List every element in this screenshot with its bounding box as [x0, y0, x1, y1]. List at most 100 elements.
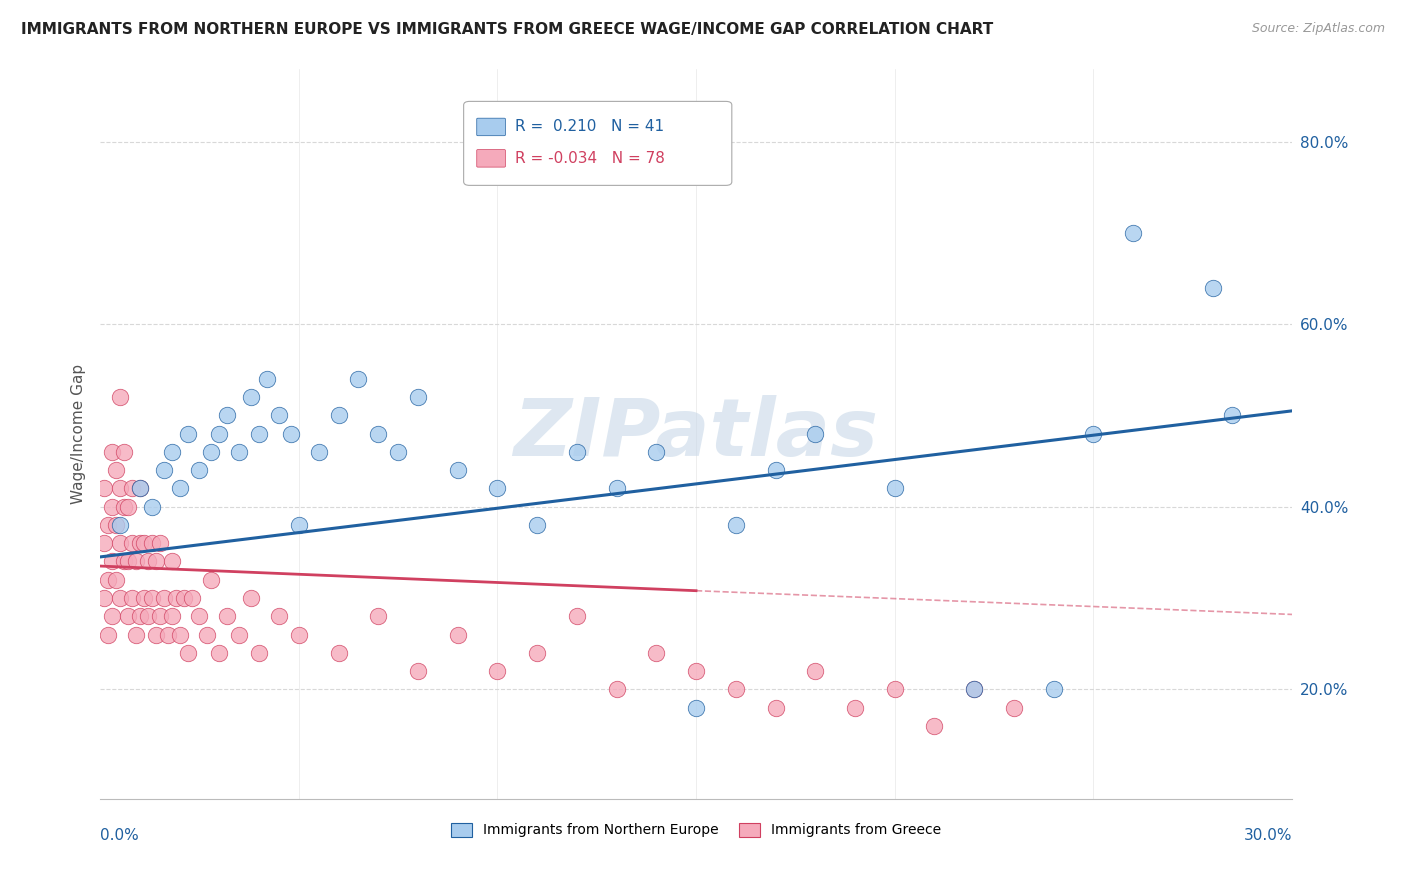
Point — [121, 536, 143, 550]
Point — [724, 518, 747, 533]
Y-axis label: Wage/Income Gap: Wage/Income Gap — [72, 364, 86, 504]
Text: R = -0.034   N = 78: R = -0.034 N = 78 — [515, 151, 665, 166]
Point — [526, 518, 548, 533]
Text: ZIPatlas: ZIPatlas — [513, 394, 879, 473]
Point — [1083, 426, 1105, 441]
Text: 0.0%: 0.0% — [100, 828, 139, 843]
Point — [188, 609, 211, 624]
Point — [1002, 700, 1025, 714]
Point — [132, 591, 155, 605]
Point — [280, 426, 302, 441]
Point — [765, 700, 787, 714]
Point — [526, 646, 548, 660]
Point — [247, 646, 270, 660]
Point — [105, 463, 128, 477]
Point — [287, 627, 309, 641]
Point — [724, 682, 747, 697]
Point — [208, 426, 231, 441]
Point — [145, 627, 167, 641]
Point — [128, 536, 150, 550]
Point — [228, 445, 250, 459]
Point — [160, 554, 183, 568]
Point — [97, 627, 120, 641]
Point — [160, 445, 183, 459]
Point — [804, 426, 827, 441]
Point — [447, 463, 470, 477]
Point — [565, 609, 588, 624]
Point — [844, 700, 866, 714]
Point — [97, 573, 120, 587]
Point — [136, 609, 159, 624]
Point — [188, 463, 211, 477]
Point — [149, 536, 172, 550]
Point — [804, 664, 827, 678]
Point — [112, 445, 135, 459]
Point — [486, 664, 509, 678]
Point — [685, 700, 707, 714]
Point — [208, 646, 231, 660]
Point — [125, 627, 148, 641]
Point — [112, 554, 135, 568]
Point — [128, 482, 150, 496]
Text: 30.0%: 30.0% — [1243, 828, 1292, 843]
Point — [165, 591, 187, 605]
Point — [176, 426, 198, 441]
FancyBboxPatch shape — [464, 102, 731, 186]
Point — [105, 518, 128, 533]
Point — [287, 518, 309, 533]
Point — [406, 390, 429, 404]
Legend: Immigrants from Northern Europe, Immigrants from Greece: Immigrants from Northern Europe, Immigra… — [446, 817, 946, 843]
Point — [200, 445, 222, 459]
Point — [180, 591, 202, 605]
Point — [1042, 682, 1064, 697]
Point — [108, 482, 131, 496]
Point — [685, 664, 707, 678]
Point — [267, 609, 290, 624]
Point — [328, 409, 350, 423]
Point — [141, 591, 163, 605]
Point — [267, 409, 290, 423]
Point — [1222, 409, 1244, 423]
Point — [93, 536, 115, 550]
Point — [565, 445, 588, 459]
Point — [141, 500, 163, 514]
Point — [97, 518, 120, 533]
Point — [247, 426, 270, 441]
Point — [308, 445, 330, 459]
Point — [367, 609, 389, 624]
Point — [963, 682, 986, 697]
Point — [132, 536, 155, 550]
Point — [765, 463, 787, 477]
Point — [200, 573, 222, 587]
Point — [145, 554, 167, 568]
Point — [256, 372, 278, 386]
Point — [101, 609, 124, 624]
Point — [152, 463, 174, 477]
Point — [197, 627, 219, 641]
Point — [105, 573, 128, 587]
Point — [486, 482, 509, 496]
FancyBboxPatch shape — [477, 150, 505, 167]
Point — [160, 609, 183, 624]
Point — [228, 627, 250, 641]
Point — [169, 627, 191, 641]
Point — [1122, 226, 1144, 240]
Point — [108, 536, 131, 550]
Point — [169, 482, 191, 496]
Point — [117, 500, 139, 514]
Point — [240, 390, 263, 404]
Point — [367, 426, 389, 441]
Point — [645, 445, 668, 459]
Point — [108, 591, 131, 605]
Point — [924, 719, 946, 733]
Point — [101, 554, 124, 568]
Point — [645, 646, 668, 660]
Text: R =  0.210   N = 41: R = 0.210 N = 41 — [515, 120, 664, 135]
Point — [217, 609, 239, 624]
Point — [101, 445, 124, 459]
Point — [93, 591, 115, 605]
Point — [149, 609, 172, 624]
Point — [347, 372, 370, 386]
Point — [152, 591, 174, 605]
Point — [108, 518, 131, 533]
